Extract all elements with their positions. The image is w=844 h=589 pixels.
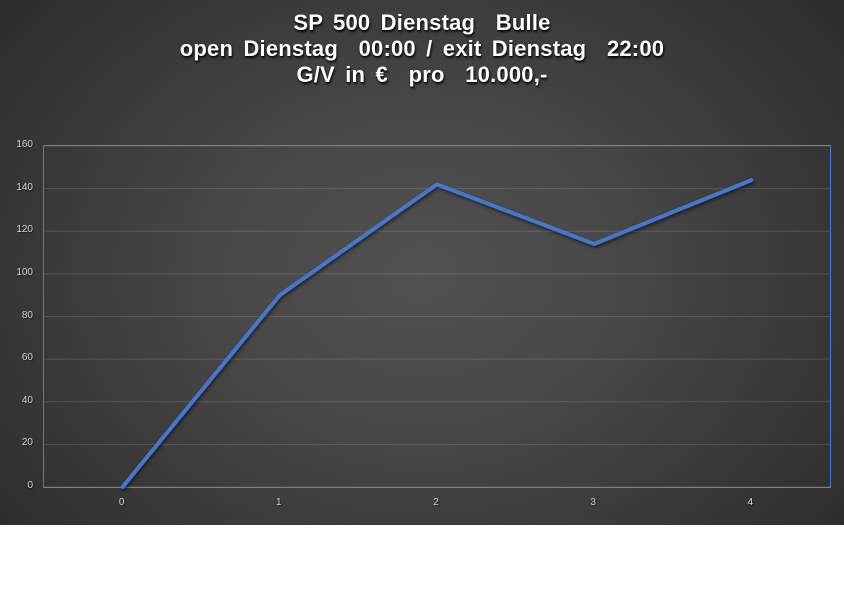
slide-margin-whitespace <box>0 525 844 589</box>
chart-title-line-2: open Dienstag 00:00 / exit Dienstag 22:0… <box>179 36 665 61</box>
y-tick-label: 140 <box>16 181 33 193</box>
x-tick-label: 3 <box>590 497 596 508</box>
x-tick-label: 0 <box>118 497 125 508</box>
y-tick-label: 60 <box>21 352 33 364</box>
chart-canvas <box>44 145 830 489</box>
chart-title: SP 500 Dienstag Bulle open Dienstag 00:0… <box>0 10 844 88</box>
x-tick-label: 4 <box>747 497 754 508</box>
y-tick-label: 0 <box>27 480 33 491</box>
x-tick-label: 2 <box>433 497 439 508</box>
y-tick-label: 40 <box>21 394 33 406</box>
chart-title-line-1: SP 500 Dienstag Bulle <box>293 10 551 35</box>
y-tick-label: 120 <box>16 224 33 236</box>
slide-background: SP 500 Dienstag Bulle open Dienstag 00:0… <box>0 0 844 525</box>
y-tick-label: 160 <box>16 139 33 150</box>
chart-title-line-3: G/V in € pro 10.000,- <box>296 62 548 87</box>
plot-area <box>43 145 831 489</box>
y-tick-label: 100 <box>16 266 33 278</box>
series-line <box>120 178 754 489</box>
y-tick-label: 20 <box>21 437 33 449</box>
y-tick-label: 80 <box>21 309 33 321</box>
x-tick-label: 1 <box>276 497 282 508</box>
